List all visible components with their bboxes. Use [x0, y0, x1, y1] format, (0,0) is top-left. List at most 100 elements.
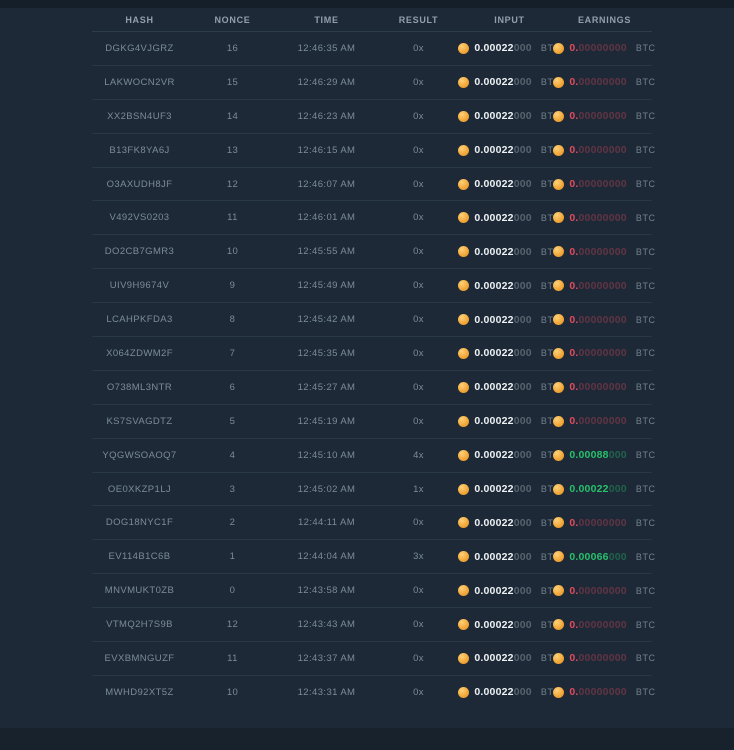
earnings-value: 0.00000000	[569, 381, 627, 394]
hash-value: B13FK8YA6J	[109, 144, 170, 156]
earnings-value: 0.00000000	[569, 110, 627, 123]
earnings-amount: 0.00000000 BTC	[553, 652, 655, 665]
hash-value: O3AXUDH8JF	[106, 178, 173, 190]
earnings-value: 0.00000000	[569, 686, 627, 699]
btc-coin-icon	[458, 415, 470, 427]
btc-currency-label: BTC	[635, 687, 656, 698]
btc-currency-label: BTC	[635, 517, 656, 528]
earnings-value: 0.00000000	[569, 144, 627, 157]
btc-currency-label: BTC	[635, 653, 656, 664]
earnings-amount: 0.00000000 BTC	[553, 246, 655, 258]
nonce-value: 4	[229, 449, 236, 461]
table-row: YQGWSOAOQ7 4 12:45:10 AM 4x 0.00022000 B…	[92, 439, 655, 473]
btc-currency-label: BTC	[635, 450, 656, 461]
result-value: 0x	[413, 517, 424, 529]
hash-value: EVXBMNGUZF	[104, 652, 175, 664]
btc-currency-label: BTC	[540, 517, 561, 528]
earnings-amount: 0.00000000 BTC	[553, 618, 655, 631]
hash-value: MNVMUKT0ZB	[104, 585, 175, 597]
earnings-amount: 0.00000000 BTC	[553, 280, 655, 292]
input-amount: 0.00022000 BTC	[458, 314, 560, 326]
btc-coin-icon	[458, 619, 470, 631]
result-value: 0x	[413, 381, 424, 393]
result-value: 4x	[413, 449, 424, 461]
btc-currency-label: BTC	[635, 382, 656, 393]
btc-currency-label: BTC	[540, 416, 561, 427]
earnings-value: 0.00000000	[569, 415, 627, 428]
column-header-earnings: EARNINGS	[577, 14, 632, 25]
time-value: 12:43:37 AM	[297, 652, 356, 664]
nonce-value: 8	[229, 314, 236, 326]
input-value: 0.00022000	[474, 144, 532, 157]
result-value: 0x	[413, 585, 424, 597]
table-body: DGKG4VJGRZ 16 12:46:35 AM 0x 0.00022000 …	[92, 32, 655, 709]
column-header-time: TIME	[314, 14, 339, 25]
btc-coin-icon	[458, 347, 470, 359]
btc-currency-label: BTC	[635, 484, 656, 495]
btc-coin-icon	[458, 483, 470, 495]
time-value: 12:45:55 AM	[297, 246, 356, 258]
hash-value: V492VS0203	[109, 212, 170, 224]
time-value: 12:45:10 AM	[297, 449, 356, 461]
btc-currency-label: BTC	[540, 585, 561, 596]
bet-history-table: HASH NONCE TIME RESULT INPUT EARNINGS DG…	[92, 8, 655, 709]
input-value: 0.00022000	[474, 618, 532, 631]
result-value: 0x	[413, 42, 424, 54]
btc-coin-icon	[458, 280, 470, 292]
btc-currency-label: BTC	[540, 551, 561, 562]
btc-currency-label: BTC	[635, 145, 656, 156]
input-amount: 0.00022000 BTC	[458, 415, 560, 427]
earnings-amount: 0.00000000 BTC	[553, 76, 655, 88]
btc-currency-label: BTC	[635, 246, 656, 257]
time-value: 12:45:42 AM	[297, 314, 356, 326]
hash-value: DGKG4VJGRZ	[105, 42, 174, 54]
time-value: 12:45:35 AM	[297, 347, 356, 359]
nonce-value: 13	[226, 144, 239, 156]
result-value: 1x	[413, 483, 424, 495]
input-value: 0.00022000	[474, 178, 532, 190]
result-value: 0x	[413, 110, 424, 122]
earnings-value: 0.00000000	[569, 618, 627, 631]
result-value: 0x	[413, 652, 424, 664]
earnings-value: 0.00000000	[569, 652, 627, 665]
btc-coin-icon	[553, 347, 565, 359]
table-row: OE0XKZP1LJ 3 12:45:02 AM 1x 0.00022000 B…	[92, 473, 655, 507]
bottom-strip	[0, 728, 734, 750]
btc-currency-label: BTC	[635, 619, 656, 630]
table-row: KS7SVAGDTZ 5 12:45:19 AM 0x 0.00022000 B…	[92, 405, 655, 439]
btc-currency-label: BTC	[540, 619, 561, 630]
btc-currency-label: BTC	[635, 179, 656, 189]
nonce-value: 3	[229, 483, 236, 495]
hash-value: O738ML3NTR	[106, 381, 173, 393]
btc-currency-label: BTC	[540, 280, 561, 291]
btc-coin-icon	[553, 144, 565, 156]
time-value: 12:45:27 AM	[297, 381, 356, 393]
input-amount: 0.00022000 BTC	[458, 551, 560, 563]
btc-coin-icon	[458, 76, 470, 88]
btc-coin-icon	[553, 381, 565, 393]
hash-value: UIV9H9674V	[109, 280, 170, 292]
table-header-row: HASH NONCE TIME RESULT INPUT EARNINGS	[92, 8, 652, 32]
table-row: LCAHPKFDA3 8 12:45:42 AM 0x 0.00022000 B…	[92, 303, 655, 338]
table-row: XX2BSN4UF3 14 12:46:23 AM 0x 0.00022000 …	[92, 100, 655, 134]
table-row: VTMQ2H7S9B 12 12:43:43 AM 0x 0.00022000 …	[92, 608, 655, 643]
btc-coin-icon	[458, 585, 470, 597]
btc-currency-label: BTC	[540, 348, 561, 359]
result-value: 0x	[413, 178, 424, 190]
btc-currency-label: BTC	[540, 687, 561, 698]
time-value: 12:46:15 AM	[297, 144, 356, 156]
top-strip	[0, 0, 734, 8]
nonce-value: 16	[226, 42, 239, 54]
earnings-amount: 0.00000000 BTC	[553, 585, 655, 597]
time-value: 12:44:11 AM	[297, 517, 356, 529]
input-amount: 0.00022000 BTC	[458, 280, 560, 292]
table-row: O738ML3NTR 6 12:45:27 AM 0x 0.00022000 B…	[92, 371, 655, 405]
btc-currency-label: BTC	[635, 416, 656, 427]
earnings-amount: 0.00000000 BTC	[553, 144, 655, 157]
btc-coin-icon	[553, 178, 565, 190]
nonce-value: 0	[229, 585, 236, 597]
btc-coin-icon	[458, 212, 470, 224]
time-value: 12:44:04 AM	[297, 551, 356, 563]
table-row: MNVMUKT0ZB 0 12:43:58 AM 0x 0.00022000 B…	[92, 574, 655, 609]
table-row: O3AXUDH8JF 12 12:46:07 AM 0x 0.00022000 …	[92, 168, 655, 202]
